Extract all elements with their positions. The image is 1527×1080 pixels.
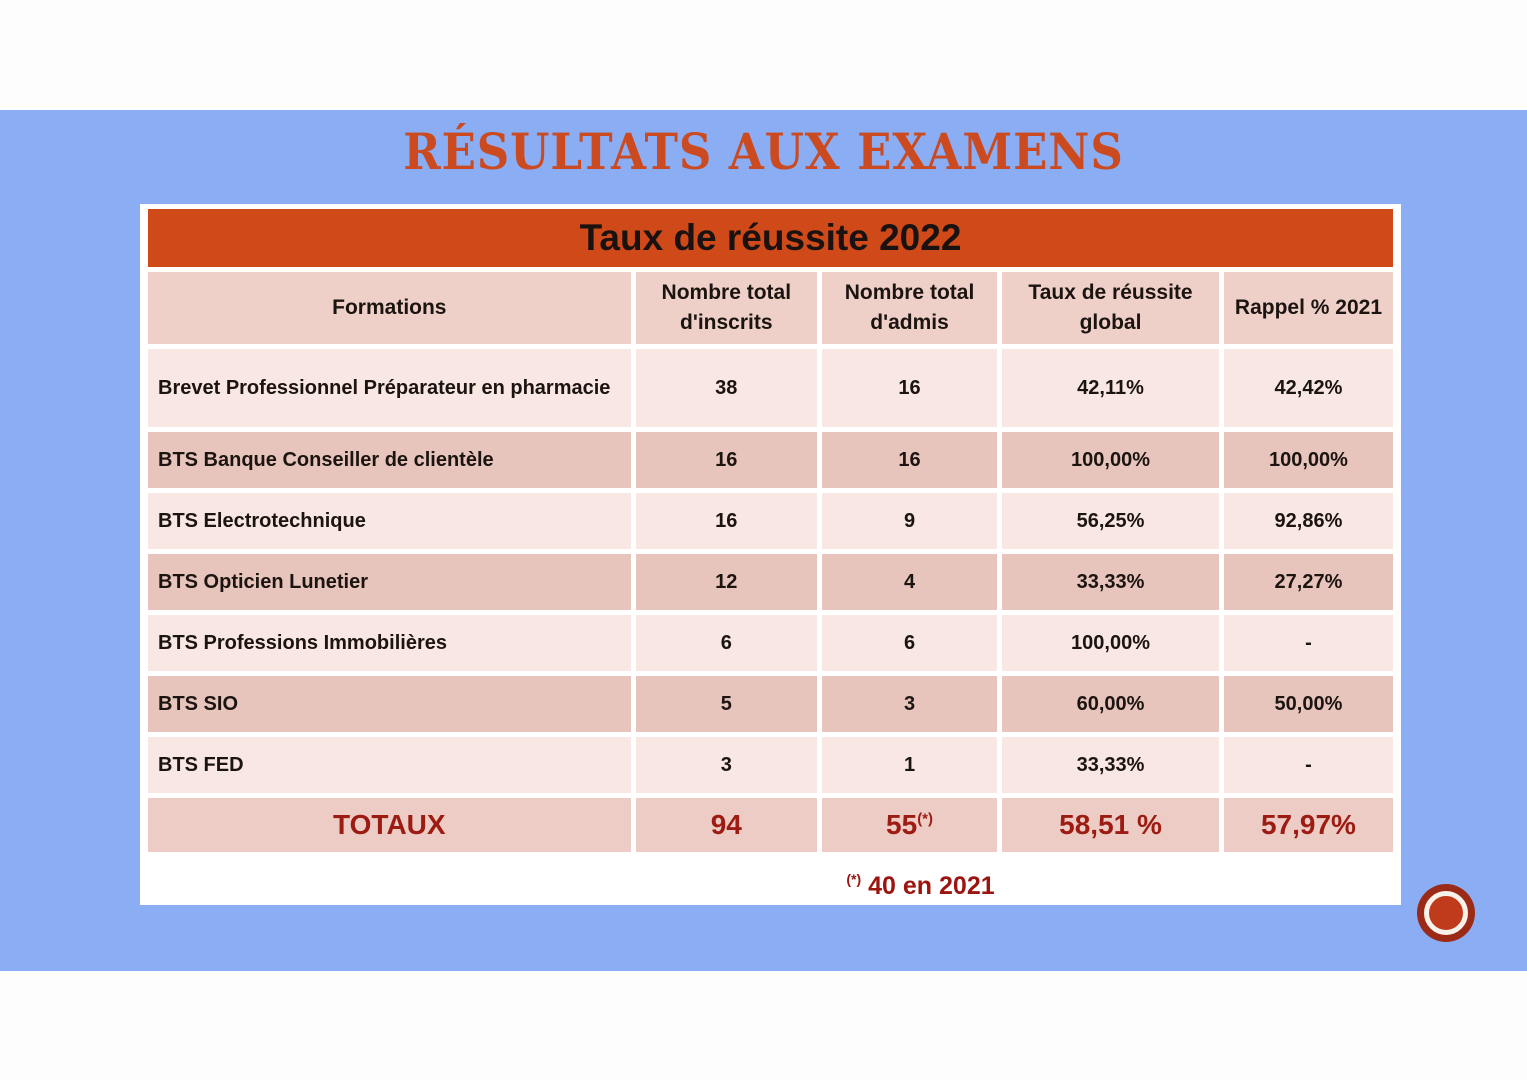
results-table: Formations Nombre total d'inscrits Nombr…: [143, 267, 1398, 857]
col-header-inscrits: Nombre total d'inscrits: [635, 272, 817, 344]
cell-rappel: 27,27%: [1223, 554, 1393, 610]
cell-inscrits: 6: [635, 615, 817, 671]
totals-admis: 55(*): [821, 798, 998, 852]
col-header-formations: Formations: [148, 272, 631, 344]
totals-inscrits: 94: [635, 798, 817, 852]
col-header-admis: Nombre total d'admis: [821, 272, 998, 344]
cell-formation: BTS FED: [148, 737, 631, 793]
table-row: BTS Professions Immobilières 6 6 100,00%…: [148, 615, 1393, 671]
cell-formation: BTS Banque Conseiller de clientèle: [148, 432, 631, 488]
cell-taux: 33,33%: [1002, 554, 1219, 610]
slide-title: RÉSULTATS AUX EXAMENS: [403, 122, 1124, 181]
cell-formation: Brevet Professionnel Préparateur en phar…: [148, 349, 631, 427]
results-table-container: Taux de réussite 2022 Formations Nombre …: [140, 204, 1401, 905]
cell-rappel: -: [1223, 737, 1393, 793]
cell-taux: 33,33%: [1002, 737, 1219, 793]
totals-rappel: 57,97%: [1223, 798, 1393, 852]
cell-formation: BTS SIO: [148, 676, 631, 732]
cell-inscrits: 3: [635, 737, 817, 793]
cell-admis: 16: [821, 432, 998, 488]
totals-row: TOTAUX 94 55(*) 58,51 % 57,97%: [148, 798, 1393, 852]
table-row: BTS Banque Conseiller de clientèle 16 16…: [148, 432, 1393, 488]
table-title-band: Taux de réussite 2022: [148, 209, 1393, 267]
footnote-text: 40 en 2021: [868, 872, 995, 900]
table-row: BTS Electrotechnique 16 9 56,25% 92,86%: [148, 493, 1393, 549]
cell-taux: 100,00%: [1002, 432, 1219, 488]
table-row: BTS Opticien Lunetier 12 4 33,33% 27,27%: [148, 554, 1393, 610]
totals-label: TOTAUX: [148, 798, 631, 852]
cell-formation: BTS Opticien Lunetier: [148, 554, 631, 610]
totals-admis-value: 55: [886, 809, 918, 840]
cell-admis: 4: [821, 554, 998, 610]
cell-rappel: 92,86%: [1223, 493, 1393, 549]
cell-inscrits: 38: [635, 349, 817, 427]
cell-formation: BTS Professions Immobilières: [148, 615, 631, 671]
cell-rappel: 42,42%: [1223, 349, 1393, 427]
cell-taux: 42,11%: [1002, 349, 1219, 427]
cell-inscrits: 12: [635, 554, 817, 610]
cell-admis: 1: [821, 737, 998, 793]
totals-admis-footnote-marker: (*): [917, 810, 934, 828]
col-header-taux: Taux de réussite global: [1002, 272, 1219, 344]
cell-formation: BTS Electrotechnique: [148, 493, 631, 549]
table-row: Brevet Professionnel Préparateur en phar…: [148, 349, 1393, 427]
table-footnote: (*) 40 en 2021: [143, 857, 1398, 905]
footnote-marker: (*): [846, 871, 862, 887]
totals-taux: 58,51 %: [1002, 798, 1219, 852]
table-row: BTS SIO 5 3 60,00% 50,00%: [148, 676, 1393, 732]
cell-taux: 60,00%: [1002, 676, 1219, 732]
cell-rappel: 100,00%: [1223, 432, 1393, 488]
cell-taux: 56,25%: [1002, 493, 1219, 549]
red-circle-stamp-icon: [1424, 891, 1468, 935]
col-header-rappel: Rappel % 2021: [1223, 272, 1393, 344]
cell-admis: 6: [821, 615, 998, 671]
cell-rappel: 50,00%: [1223, 676, 1393, 732]
cell-admis: 9: [821, 493, 998, 549]
cell-admis: 3: [821, 676, 998, 732]
cell-rappel: -: [1223, 615, 1393, 671]
table-row: BTS FED 3 1 33,33% -: [148, 737, 1393, 793]
cell-taux: 100,00%: [1002, 615, 1219, 671]
cell-inscrits: 16: [635, 432, 817, 488]
cell-inscrits: 16: [635, 493, 817, 549]
cell-admis: 16: [821, 349, 998, 427]
table-header-row: Formations Nombre total d'inscrits Nombr…: [148, 272, 1393, 344]
cell-inscrits: 5: [635, 676, 817, 732]
